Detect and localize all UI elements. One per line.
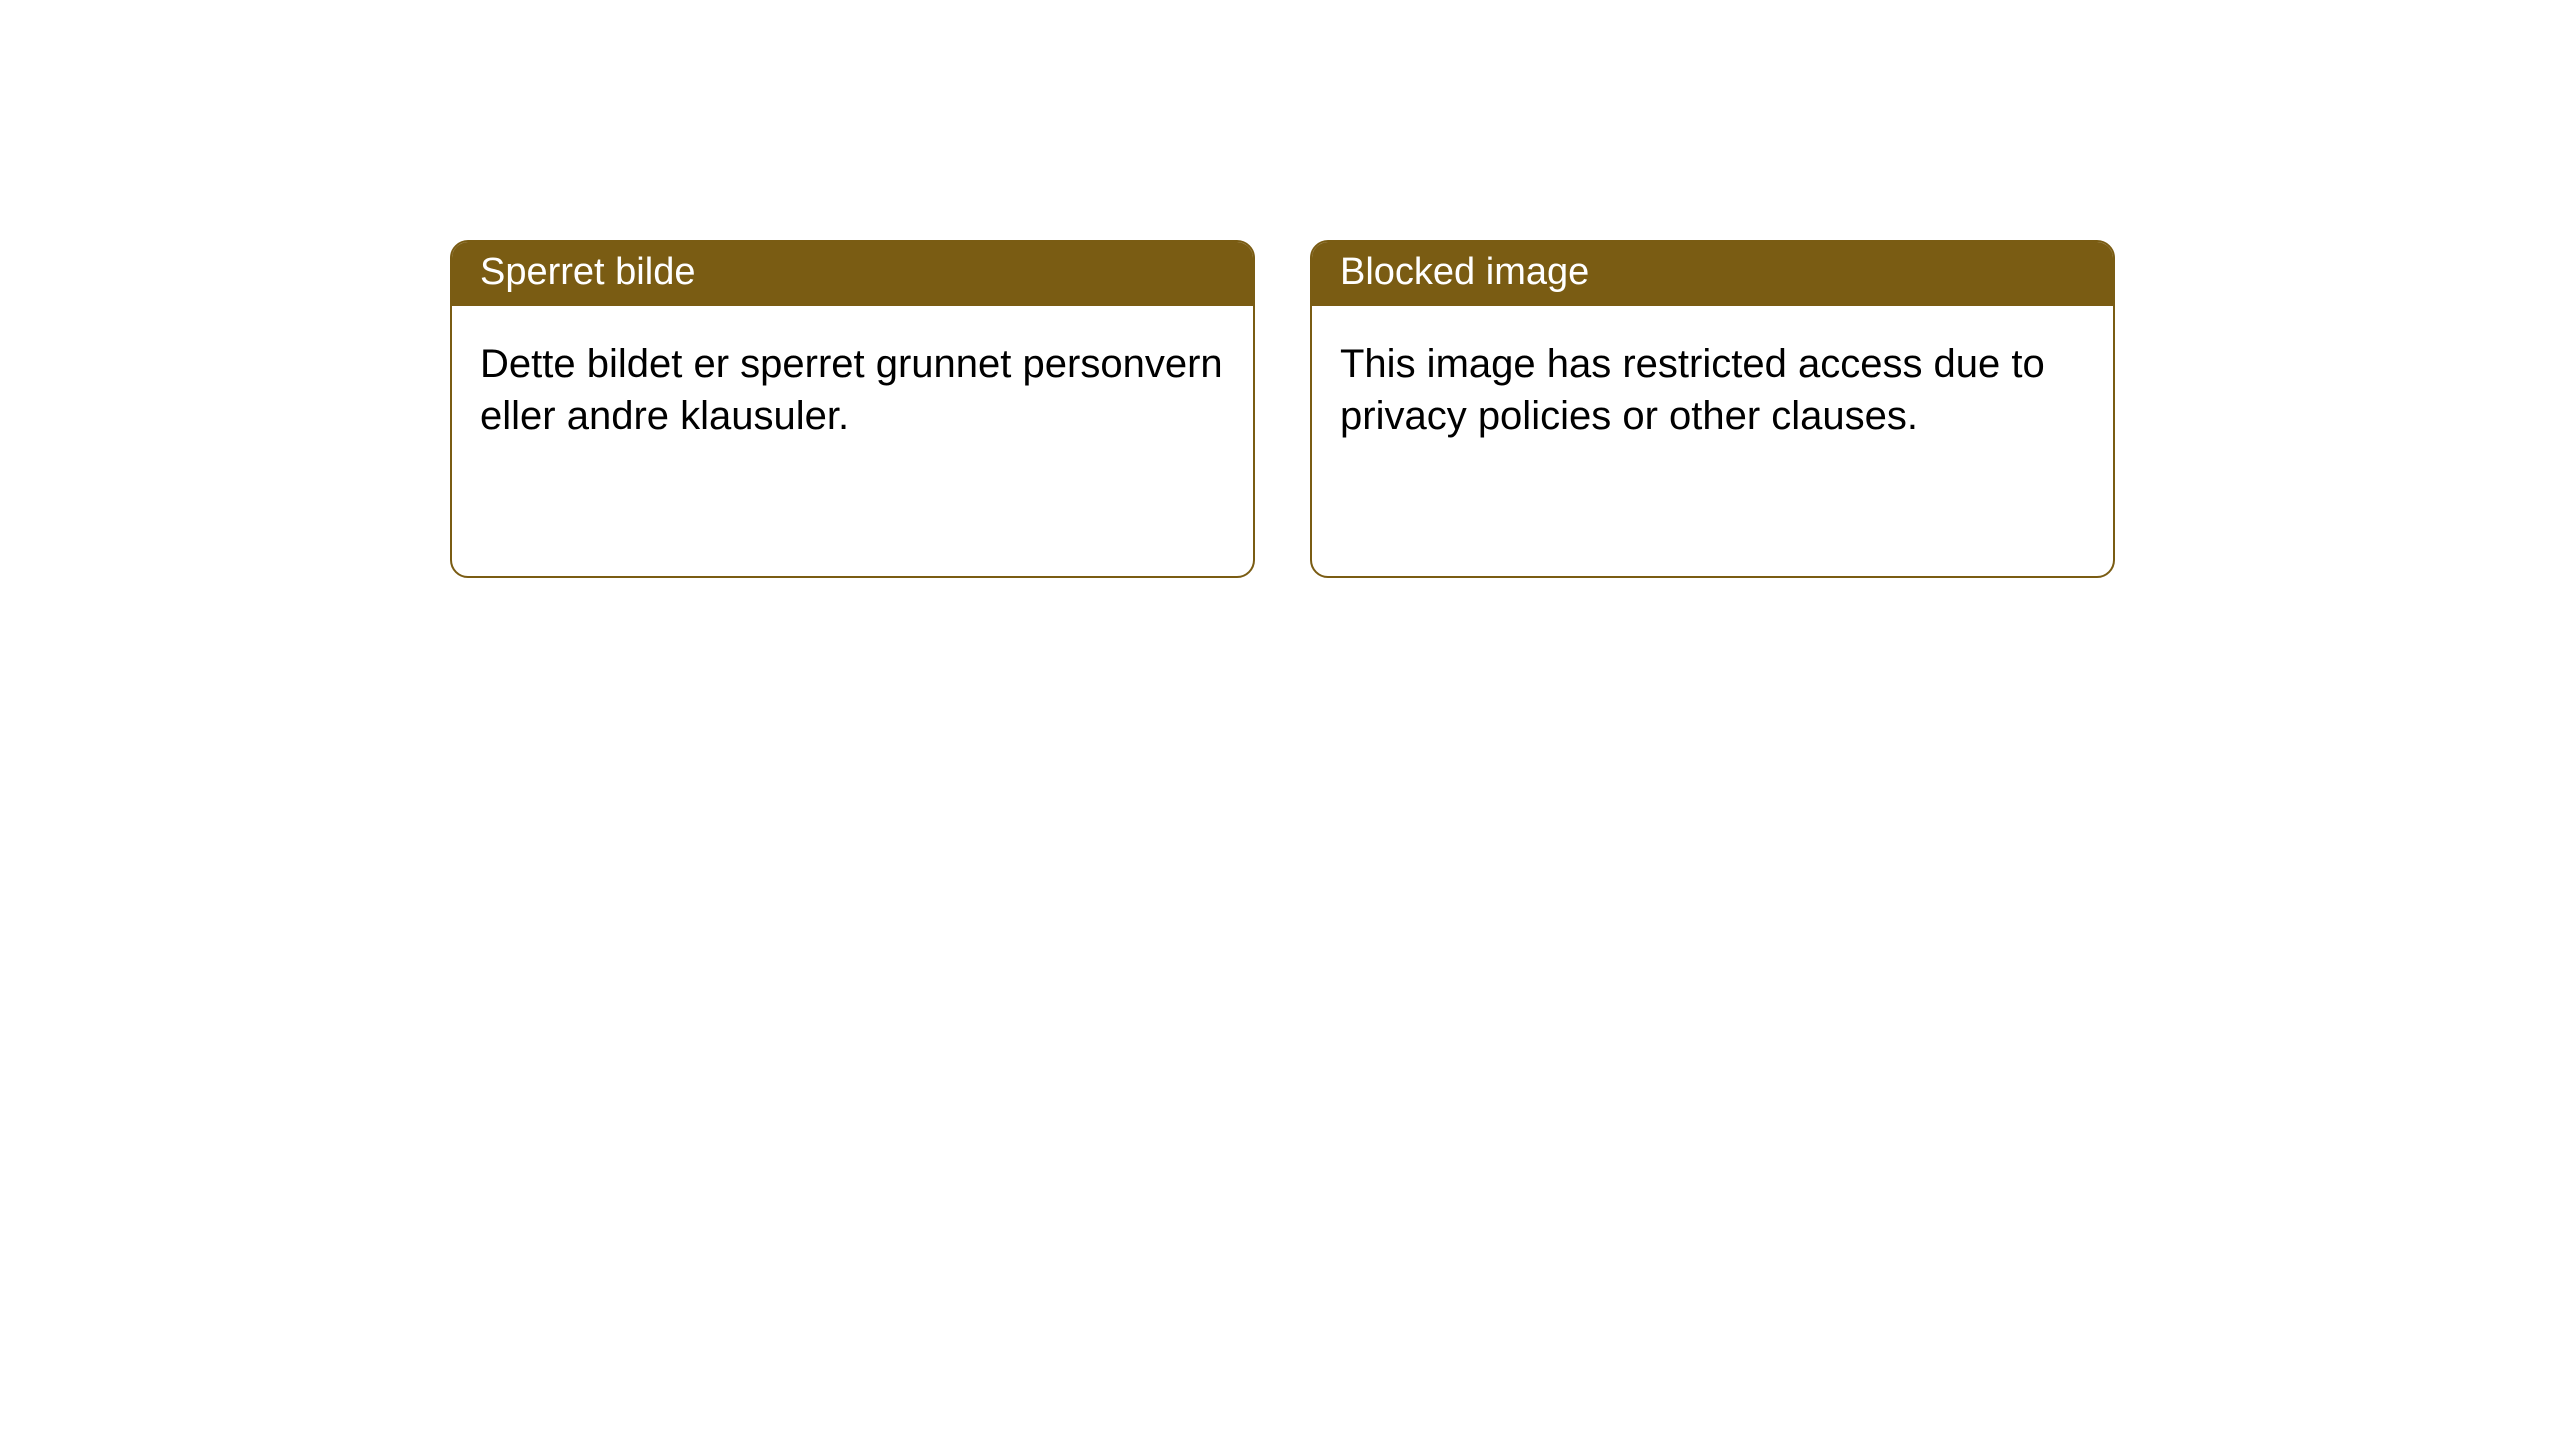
card-header: Sperret bilde <box>452 242 1253 306</box>
card-body-text: This image has restricted access due to … <box>1340 338 2085 444</box>
card-body: Dette bildet er sperret grunnet personve… <box>452 306 1253 576</box>
blocked-image-card-no: Sperret bilde Dette bildet er sperret gr… <box>450 240 1255 578</box>
blocked-image-card-en: Blocked image This image has restricted … <box>1310 240 2115 578</box>
card-body-text: Dette bildet er sperret grunnet personve… <box>480 338 1225 444</box>
card-title: Sperret bilde <box>480 251 695 293</box>
cards-container: Sperret bilde Dette bildet er sperret gr… <box>0 0 2560 578</box>
card-body: This image has restricted access due to … <box>1312 306 2113 576</box>
card-title: Blocked image <box>1340 251 1589 293</box>
card-header: Blocked image <box>1312 242 2113 306</box>
